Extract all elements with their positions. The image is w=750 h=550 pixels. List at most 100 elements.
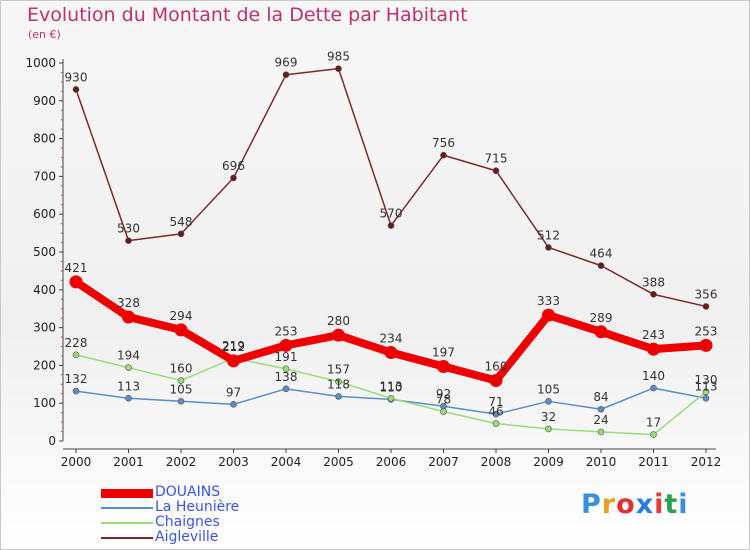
data-point bbox=[542, 308, 555, 322]
data-label: 113 bbox=[380, 379, 403, 393]
data-label: 333 bbox=[537, 294, 560, 308]
x-tick-label: 2011 bbox=[638, 455, 669, 469]
data-point bbox=[279, 338, 293, 352]
legend-swatch bbox=[101, 522, 153, 524]
y-tick-label: 1000 bbox=[25, 56, 56, 70]
data-label: 715 bbox=[485, 152, 508, 166]
data-point bbox=[230, 401, 237, 408]
legend-label: La Heunière bbox=[155, 499, 240, 515]
data-point bbox=[69, 275, 83, 289]
data-point bbox=[492, 167, 500, 175]
data-label: 84 bbox=[593, 390, 608, 404]
chart-subtitle: (en €) bbox=[28, 28, 61, 41]
data-label: 191 bbox=[275, 350, 298, 364]
data-point bbox=[440, 151, 447, 159]
data-point bbox=[545, 398, 552, 405]
y-tick-label: 100 bbox=[33, 396, 56, 410]
data-point bbox=[387, 394, 395, 402]
legend-swatch bbox=[101, 537, 153, 539]
logo-letter: r bbox=[601, 489, 617, 520]
data-label: 464 bbox=[590, 247, 613, 261]
data-point bbox=[72, 387, 80, 395]
logo-letter: i bbox=[654, 489, 665, 520]
series-points bbox=[69, 65, 713, 438]
axes: 0 100 200 300 400 500 600 700 800 900 1000 2000 2001… bbox=[25, 56, 721, 469]
x-tick-label: 2003 bbox=[218, 455, 249, 469]
data-label: 294 bbox=[170, 309, 193, 323]
data-label: 243 bbox=[642, 328, 665, 342]
data-label: 78 bbox=[436, 393, 451, 407]
data-label: 234 bbox=[380, 332, 403, 346]
logo-letter: P bbox=[581, 489, 602, 520]
x-tick-label: 2007 bbox=[428, 455, 459, 469]
data-label: 160 bbox=[170, 362, 193, 376]
x-tick-label: 2000 bbox=[61, 455, 92, 469]
logo-letter: x bbox=[635, 489, 655, 520]
x-tick-label: 2002 bbox=[166, 455, 197, 469]
data-label: 197 bbox=[432, 346, 455, 360]
data-point bbox=[545, 244, 552, 251]
data-label: 105 bbox=[170, 382, 193, 396]
data-point bbox=[335, 378, 342, 385]
data-labels: 930 530 548 696 969 985 570 756 715 512 464 388 356 1… bbox=[65, 50, 718, 430]
data-point bbox=[437, 360, 450, 374]
y-tick-label: 700 bbox=[33, 169, 56, 183]
data-label: 138 bbox=[275, 370, 298, 384]
data-point bbox=[597, 405, 605, 413]
x-tick-label: 2004 bbox=[271, 455, 302, 469]
data-label: 132 bbox=[65, 372, 88, 386]
data-point bbox=[282, 71, 290, 79]
x-tick-label: 2008 bbox=[481, 455, 512, 469]
data-label: 113 bbox=[117, 379, 140, 393]
data-label: 24 bbox=[593, 413, 608, 427]
data-point bbox=[702, 394, 710, 402]
data-point bbox=[177, 377, 185, 384]
x-tick-label: 2009 bbox=[533, 455, 564, 469]
data-point bbox=[650, 384, 657, 392]
data-label: 388 bbox=[642, 275, 665, 289]
data-label: 570 bbox=[380, 207, 403, 221]
logo-letter: t bbox=[664, 489, 679, 520]
data-point bbox=[597, 428, 605, 436]
data-label: 289 bbox=[590, 311, 613, 325]
data-label: 194 bbox=[117, 349, 140, 363]
data-label: 356 bbox=[695, 287, 718, 301]
data-label: 212 bbox=[222, 340, 245, 354]
data-point bbox=[125, 364, 132, 371]
data-point bbox=[699, 338, 713, 352]
x-tick-label: 2001 bbox=[113, 455, 144, 469]
data-label: 328 bbox=[117, 296, 140, 310]
y-tick-label: 600 bbox=[33, 207, 56, 221]
data-label: 17 bbox=[646, 416, 661, 430]
data-label: 930 bbox=[65, 70, 88, 84]
data-label: 756 bbox=[432, 136, 455, 150]
data-point bbox=[545, 425, 552, 433]
data-label: 530 bbox=[117, 222, 140, 236]
data-label: 160 bbox=[485, 360, 508, 374]
legend-label: DOUAINS bbox=[155, 484, 221, 500]
data-point bbox=[72, 351, 80, 359]
data-label: 140 bbox=[642, 369, 665, 383]
data-label: 512 bbox=[537, 228, 560, 242]
data-point bbox=[122, 310, 135, 324]
data-point bbox=[597, 262, 605, 269]
data-point bbox=[177, 230, 185, 238]
y-tick-label: 500 bbox=[33, 245, 56, 259]
data-point bbox=[492, 410, 500, 418]
y-tick-label: 800 bbox=[33, 132, 56, 146]
legend-swatch bbox=[101, 507, 153, 509]
data-label: 228 bbox=[65, 336, 88, 350]
data-label: 32 bbox=[541, 410, 556, 424]
y-tick-label: 900 bbox=[33, 94, 56, 108]
x-tick-label: 2005 bbox=[323, 455, 354, 469]
data-point bbox=[230, 174, 237, 182]
data-label: 118 bbox=[327, 377, 350, 391]
data-point bbox=[650, 291, 657, 298]
data-point bbox=[72, 86, 80, 93]
data-label: 92 bbox=[436, 387, 451, 401]
data-point bbox=[492, 420, 500, 427]
data-point bbox=[387, 222, 395, 229]
x-tick-label: 2012 bbox=[691, 455, 722, 469]
data-label: 97 bbox=[226, 385, 241, 399]
